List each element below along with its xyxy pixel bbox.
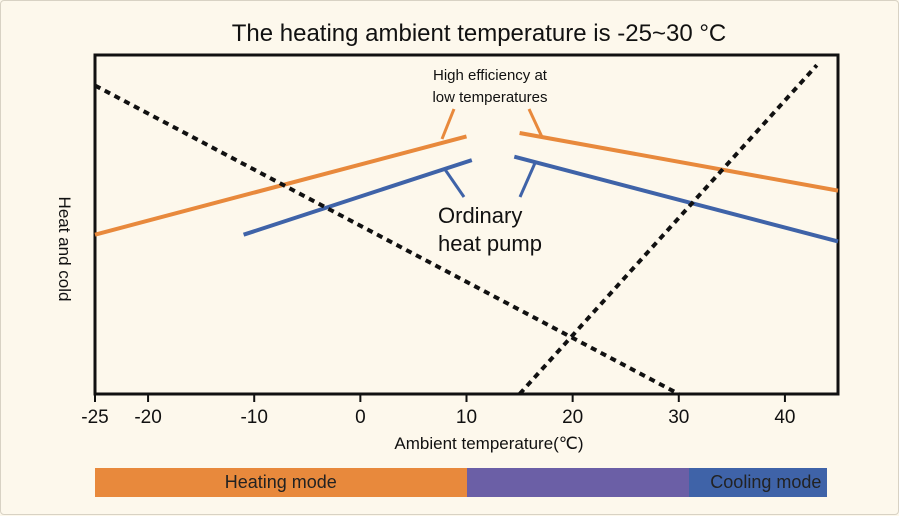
mode-segment-2: Cooling mode [689, 468, 828, 497]
series-line-cooling-load [518, 63, 819, 396]
annotation-high-efficiency-line-1: High efficiency at [433, 67, 548, 84]
x-tick-label: -20 [134, 407, 161, 428]
x-tick-label: 40 [774, 407, 795, 428]
leader-high-efficiency-left [440, 108, 456, 140]
series-line-heat-load [94, 83, 680, 396]
annotation-high-efficiency-line-2: low temperatures [432, 89, 547, 106]
annotation-ordinary-line-1: Ordinary [438, 203, 522, 228]
leader-ordinary-left [442, 167, 466, 198]
leader-high-efficiency-right [527, 108, 544, 138]
series-line-high-efficiency-cooling [519, 131, 839, 193]
annotation-ordinary-line-2: heat pump [438, 231, 542, 256]
series-line-ordinary-heating [242, 158, 473, 237]
y-axis-label: Heat and cold [55, 197, 74, 302]
mode-segment-1 [466, 468, 690, 497]
x-tick-label: 10 [456, 407, 477, 428]
mode-segment-0: Heating mode [95, 468, 467, 497]
chart-title: The heating ambient temperature is -25~3… [232, 20, 727, 47]
x-axis-label: Ambient temperature(℃) [394, 434, 583, 453]
leader-ordinary-right [518, 162, 537, 198]
x-tick-label: 0 [355, 407, 366, 428]
x-tick-label: -10 [240, 407, 267, 428]
x-tick-label: 20 [562, 407, 583, 428]
x-axis-ticks: -25 -20 -10 0 10 20 30 40 [81, 394, 795, 428]
x-tick-label: 30 [668, 407, 689, 428]
series-line-ordinary-cooling [513, 154, 839, 244]
series-layer [94, 63, 839, 396]
x-tick-label: -25 [81, 407, 108, 428]
